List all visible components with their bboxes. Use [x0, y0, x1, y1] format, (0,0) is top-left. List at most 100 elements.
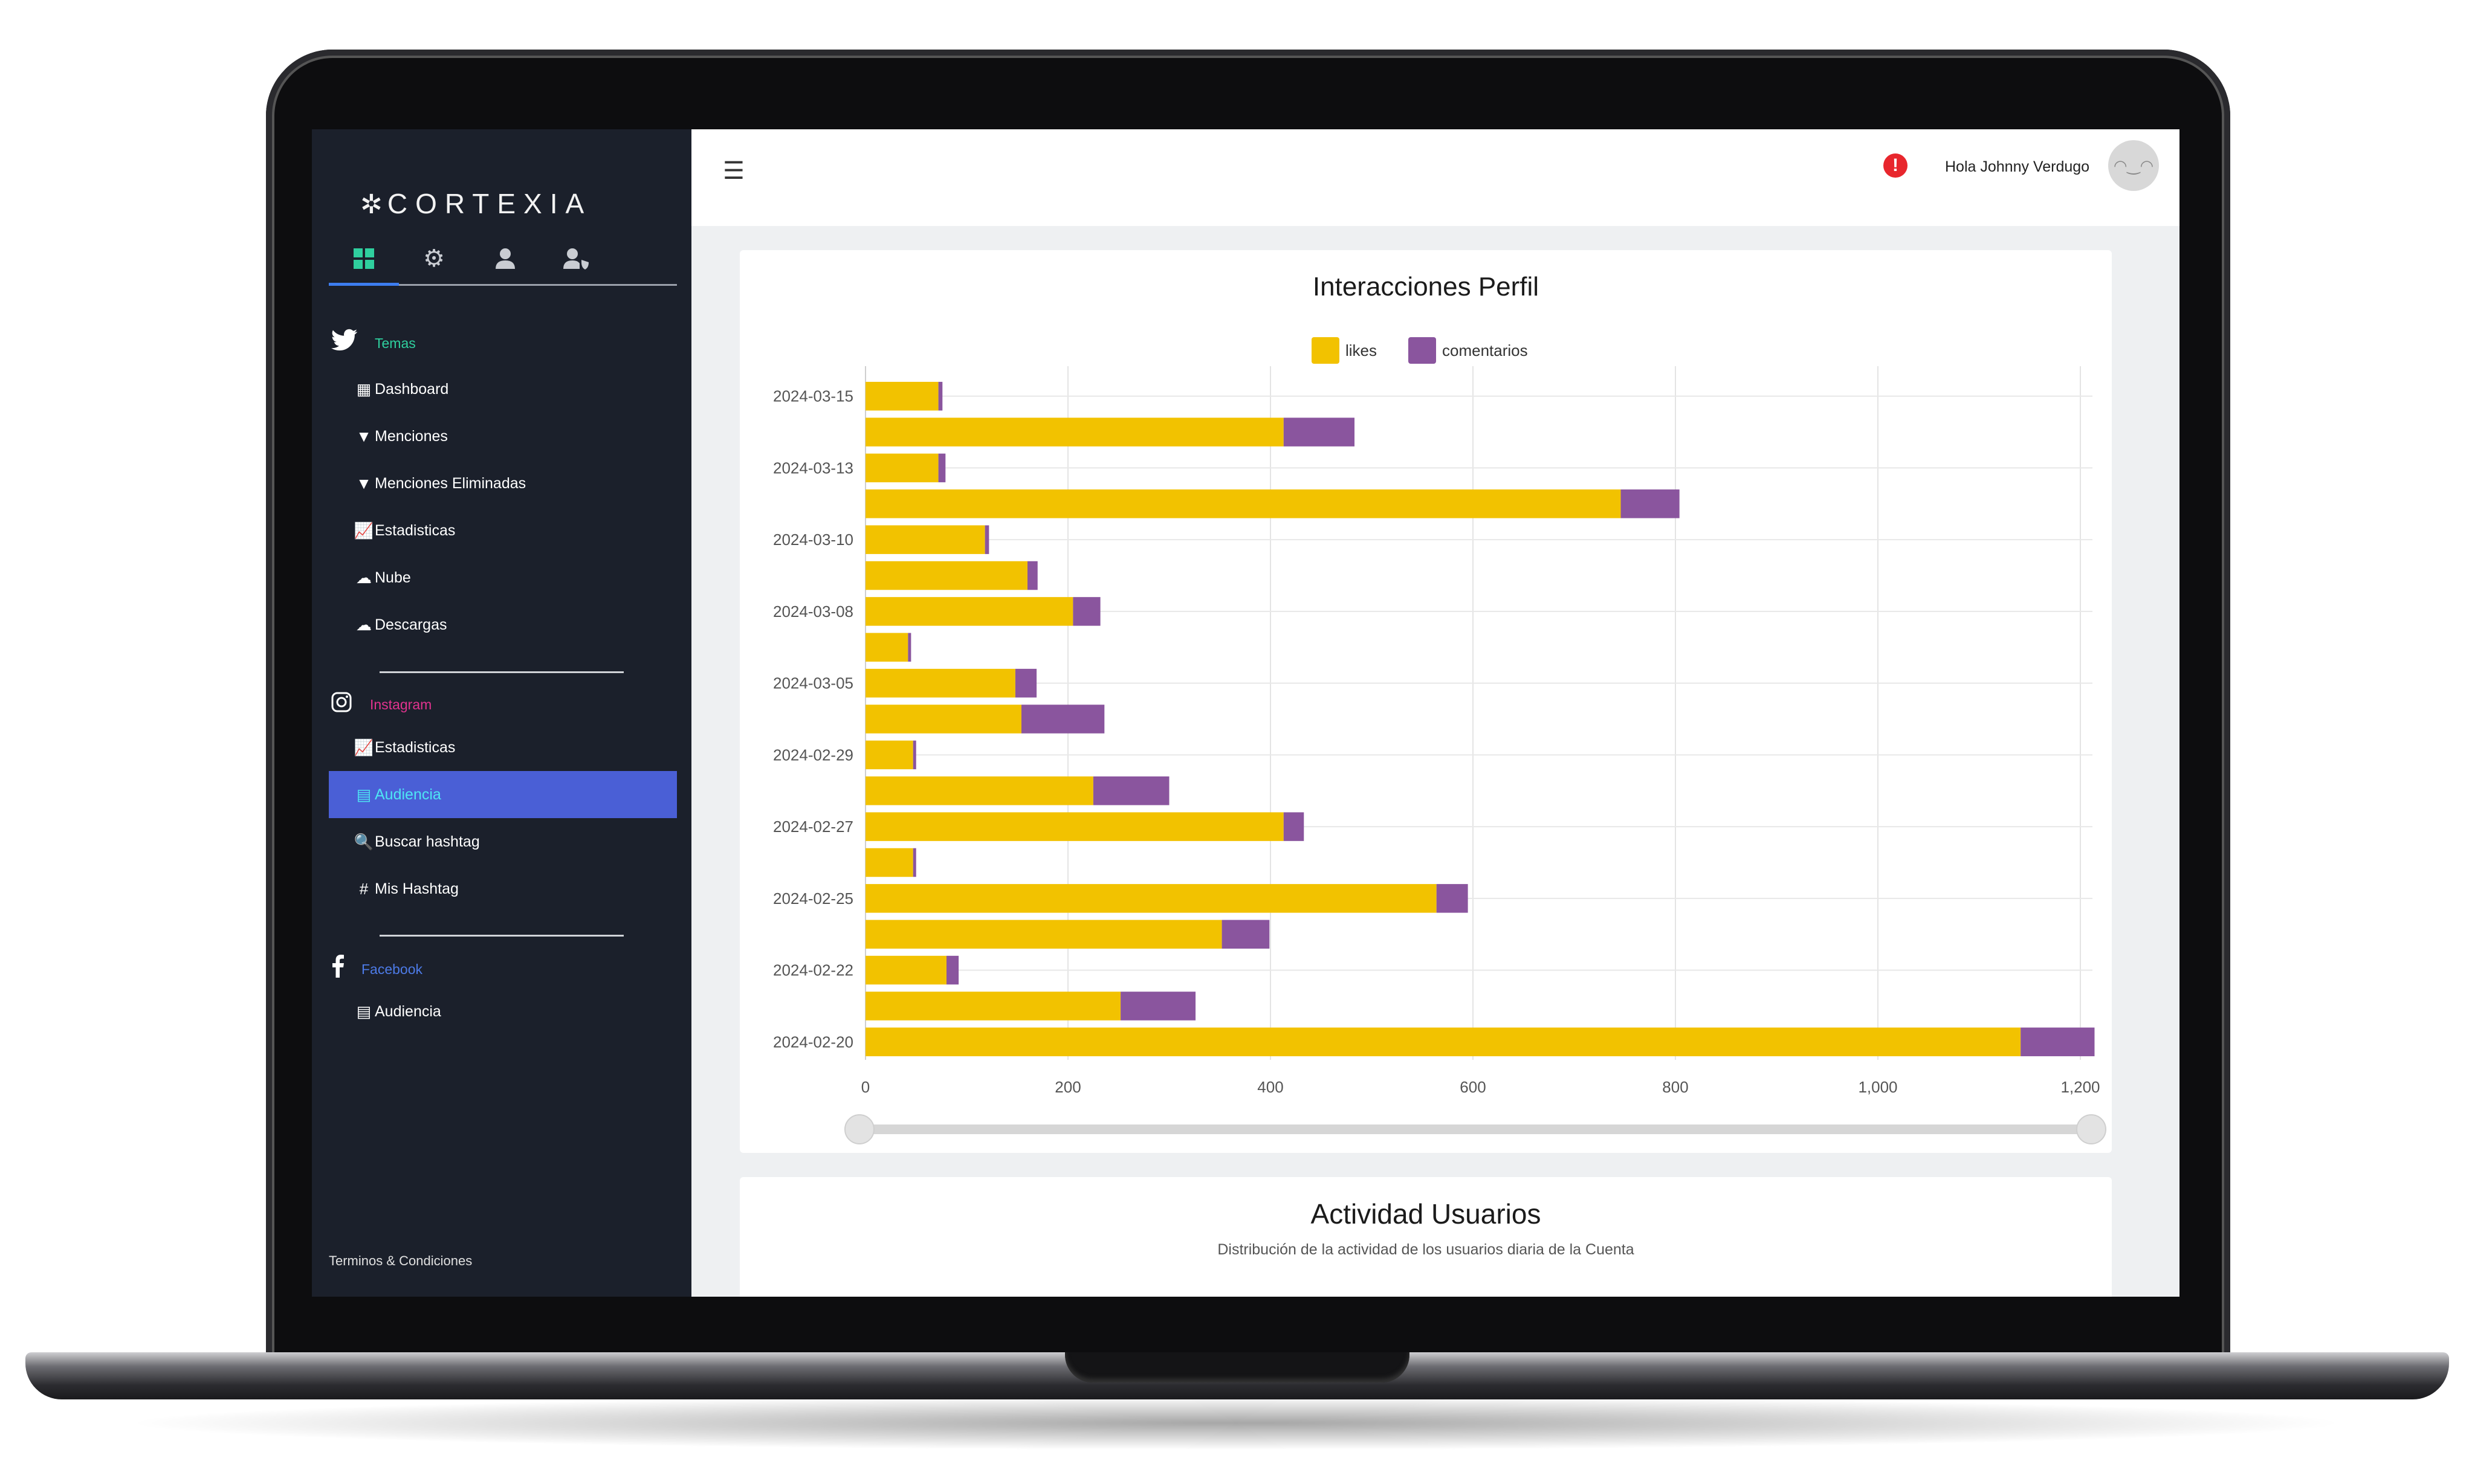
sidebar-divider [380, 935, 624, 937]
sidebar-item-fb-audiencia[interactable]: ▤ Audiencia [329, 988, 677, 1035]
bar-likes[interactable] [866, 812, 1284, 841]
bar-comentarios[interactable] [1027, 561, 1038, 590]
grid-icon [354, 248, 374, 269]
bar-comentarios[interactable] [913, 740, 916, 770]
bar-comentarios[interactable] [1073, 597, 1101, 626]
zoom-slider-right-handle[interactable] [2076, 1114, 2106, 1144]
alert-icon[interactable]: ! [1883, 153, 1908, 178]
bar-likes[interactable] [866, 776, 1093, 805]
bar-likes[interactable] [866, 561, 1027, 590]
sidebar-item-label: Estadisticas [375, 521, 456, 539]
tab-user-shield[interactable] [560, 244, 594, 273]
activity-title: Actividad Usuarios [1310, 1198, 1541, 1230]
bar-comentarios[interactable] [1620, 489, 1680, 518]
logo-mark-icon: ✲ [360, 190, 383, 219]
y-tick-label: 2024-02-20 [773, 1033, 853, 1051]
table-icon: ▤ [356, 1002, 372, 1021]
bar-likes[interactable] [866, 453, 939, 483]
sidebar-item-descargas[interactable]: ☁ Descargas [329, 601, 677, 648]
sidebar: ✲ CORTEXIA ⚙ [312, 129, 691, 1297]
bar-likes[interactable] [866, 848, 913, 877]
bar-likes[interactable] [866, 705, 1021, 734]
y-tick-label: 2024-02-29 [773, 746, 853, 764]
screen: ✲ CORTEXIA ⚙ [312, 129, 2179, 1297]
bar-comentarios[interactable] [1015, 668, 1037, 698]
menu-icon[interactable]: ☰ [723, 158, 745, 184]
bar-likes[interactable] [866, 381, 939, 411]
table-icon: ▤ [356, 785, 372, 804]
bar-likes[interactable] [866, 489, 1621, 518]
sidebar-item-label: Mis Hashtag [375, 880, 459, 897]
logo: ✲ CORTEXIA [360, 187, 592, 220]
filter-icon: ▼ [356, 474, 372, 492]
bar-likes[interactable] [866, 597, 1073, 626]
legend-comentarios[interactable]: comentarios [1408, 337, 1528, 364]
bar-likes[interactable] [866, 740, 913, 770]
instagram-icon [331, 691, 361, 718]
section-temas: Temas [331, 329, 416, 358]
sidebar-item-ig-estadisticas[interactable]: 📈 Estadisticas [329, 724, 677, 771]
hash-icon: # [359, 879, 369, 898]
bar-comentarios[interactable] [1436, 884, 1468, 913]
logo-text: CORTEXIA [387, 188, 592, 219]
bar-comentarios[interactable] [1222, 920, 1270, 949]
x-tick-label: 600 [1460, 1078, 1486, 1096]
bar-comentarios[interactable] [947, 955, 959, 985]
y-tick-label: 2024-03-13 [773, 459, 853, 477]
line-chart-icon: 📈 [354, 738, 374, 757]
bar-comentarios[interactable] [913, 848, 916, 877]
x-tick-label: 800 [1662, 1078, 1688, 1096]
y-tick-label: 2024-03-15 [773, 387, 853, 405]
bar-likes[interactable] [866, 992, 1121, 1021]
sidebar-item-nube[interactable]: ☁ Nube [329, 554, 677, 601]
sidebar-item-mis-hashtag[interactable]: # Mis Hashtag [329, 865, 677, 912]
bar-likes[interactable] [866, 955, 947, 985]
zoom-slider-left-handle[interactable] [844, 1114, 875, 1144]
y-tick-label: 2024-02-22 [773, 961, 853, 979]
bar-likes[interactable] [866, 884, 1437, 913]
y-tick-label: 2024-03-05 [773, 674, 853, 692]
sidebar-item-menciones[interactable]: ▼ Menciones [329, 413, 677, 460]
bar-likes[interactable] [866, 633, 908, 662]
tab-settings[interactable]: ⚙ [417, 244, 451, 273]
cloud-icon: ☁ [356, 615, 372, 634]
bar-likes[interactable] [866, 525, 985, 554]
terms-link[interactable]: Terminos & Condiciones [329, 1253, 473, 1268]
bar-comentarios[interactable] [938, 381, 943, 411]
sidebar-item-dashboard[interactable]: ▦ Dashboard [329, 366, 677, 413]
sidebar-item-label: Descargas [375, 616, 447, 633]
sidebar-item-buscar-hashtag[interactable]: 🔍 Buscar hashtag [329, 818, 677, 865]
bar-comentarios[interactable] [938, 453, 946, 483]
bar-likes[interactable] [866, 920, 1222, 949]
user-greeting: Hola Johnny Verdugo [1945, 158, 2090, 175]
y-tick-label: 2024-02-27 [773, 818, 853, 836]
sidebar-item-menciones-eliminadas[interactable]: ▼ Menciones Eliminadas [329, 460, 677, 507]
bar-comentarios[interactable] [1021, 705, 1105, 734]
sidebar-item-label: Nube [375, 569, 411, 586]
sidebar-item-label: Menciones [375, 427, 448, 445]
avatar[interactable]: ◠‿◠ [2108, 140, 2159, 191]
bar-comentarios[interactable] [1283, 812, 1304, 841]
sidebar-item-label: Buscar hashtag [375, 833, 480, 850]
bar-likes[interactable] [866, 668, 1015, 698]
bar-comentarios[interactable] [985, 525, 989, 554]
tab-dashboard[interactable] [347, 244, 381, 273]
legend-likes[interactable]: likes [1312, 337, 1377, 364]
bar-likes[interactable] [866, 1027, 2021, 1057]
bar-likes[interactable] [866, 418, 1284, 447]
sidebar-item-estadisticas[interactable]: 📈 Estadisticas [329, 507, 677, 554]
sidebar-item-ig-audiencia[interactable]: ▤ Audiencia [329, 771, 677, 818]
zoom-slider-track[interactable] [859, 1124, 2091, 1134]
interactions-chart: 2024-03-15 2024-03-13 2024-03-10 2024-03-08… [773, 366, 2106, 1144]
tab-active-underline [329, 283, 399, 286]
user-shield-icon [563, 248, 589, 269]
x-tick-label: 1,200 [2060, 1078, 2100, 1096]
bar-comentarios[interactable] [1093, 776, 1170, 805]
bar-comentarios[interactable] [1121, 992, 1196, 1021]
bar-comentarios[interactable] [908, 633, 911, 662]
bar-comentarios[interactable] [2021, 1027, 2095, 1057]
sidebar-item-label: Dashboard [375, 380, 449, 398]
bar-comentarios[interactable] [1283, 418, 1355, 447]
tab-user[interactable] [488, 244, 522, 273]
filter-icon: ▼ [356, 427, 372, 445]
